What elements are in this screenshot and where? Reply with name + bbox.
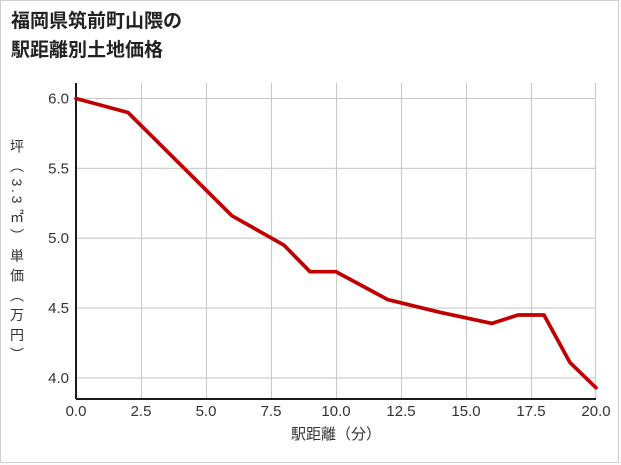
svg-text:5.5: 5.5 — [48, 160, 69, 177]
svg-text:4.5: 4.5 — [48, 300, 69, 317]
svg-text:10.0: 10.0 — [321, 403, 350, 420]
svg-text:4.0: 4.0 — [48, 370, 69, 387]
svg-text:5.0: 5.0 — [196, 403, 217, 420]
svg-text:7.5: 7.5 — [261, 403, 282, 420]
svg-text:15.0: 15.0 — [451, 403, 480, 420]
svg-text:駅距離（分）: 駅距離（分） — [291, 426, 381, 443]
svg-text:20.0: 20.0 — [581, 403, 610, 420]
svg-text:6.0: 6.0 — [48, 91, 69, 108]
svg-text:17.5: 17.5 — [516, 403, 545, 420]
svg-text:0.0: 0.0 — [66, 403, 87, 420]
svg-text:2.5: 2.5 — [131, 403, 152, 420]
svg-text:5.0: 5.0 — [48, 230, 69, 247]
svg-text:12.5: 12.5 — [386, 403, 415, 420]
